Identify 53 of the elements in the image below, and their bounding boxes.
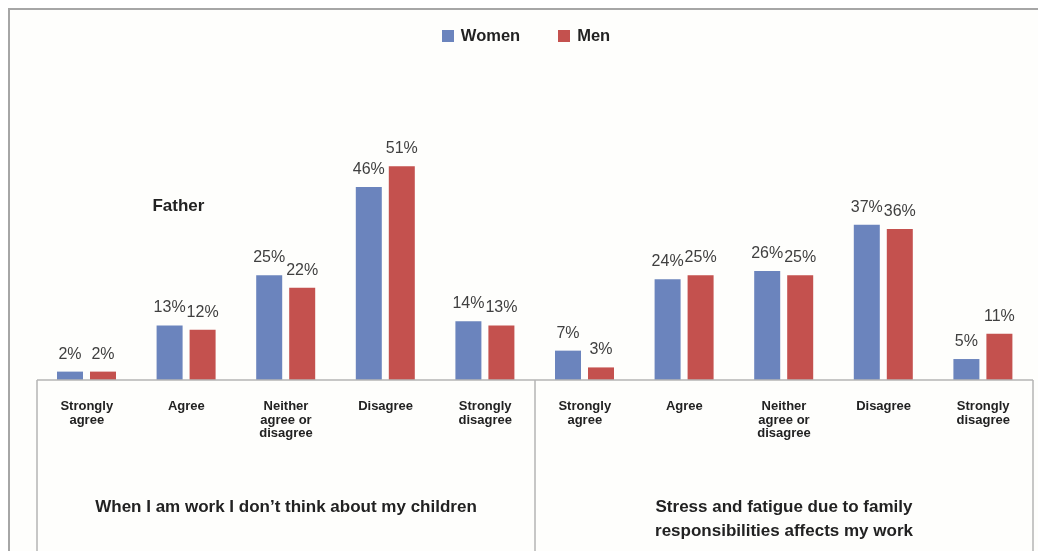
bar — [787, 275, 814, 380]
bar — [156, 325, 183, 380]
bar — [488, 325, 515, 380]
bar — [555, 350, 581, 380]
bar — [953, 359, 980, 380]
data-label: 2% — [58, 344, 82, 362]
legend-label: Women — [460, 26, 521, 45]
x-tick-label: Strongly disagree — [956, 398, 1011, 427]
data-label: 14% — [452, 294, 485, 312]
x-tick-label: Disagree — [856, 398, 912, 413]
x-tick-label: Strongly agree — [558, 398, 612, 427]
x-tick-label: Neither agree or disagree — [259, 398, 313, 440]
bar — [256, 275, 283, 380]
data-label: 25% — [784, 248, 817, 266]
bar — [388, 166, 415, 380]
legend-label: Men — [577, 26, 611, 45]
data-label: 2% — [91, 344, 115, 362]
bar — [886, 229, 913, 380]
data-label: 11% — [983, 306, 1015, 324]
bar — [986, 333, 1013, 380]
data-label: 26% — [751, 243, 784, 261]
data-label: 13% — [485, 298, 518, 316]
data-label: 3% — [589, 340, 613, 358]
bar — [588, 367, 614, 380]
x-tick-label: Agree — [665, 398, 703, 413]
annotation: Father — [152, 196, 205, 215]
data-label: 51% — [385, 139, 418, 157]
data-label: 25% — [684, 248, 717, 266]
bar — [754, 270, 781, 380]
text: When I am work I don’t think about my children — [95, 497, 477, 516]
data-label: 22% — [286, 260, 319, 278]
x-tick-label: Strongly agree — [60, 398, 114, 427]
data-label: 12% — [186, 302, 219, 320]
data-label: 5% — [954, 332, 978, 350]
bar — [654, 279, 681, 380]
data-label: 7% — [556, 323, 580, 341]
data-label: 25% — [253, 248, 286, 266]
data-label: 37% — [850, 197, 883, 215]
bar — [355, 187, 382, 380]
data-label: 24% — [651, 252, 684, 270]
text: Stress and fatigue due to family responsibilities affects my work — [655, 497, 914, 540]
x-tick-label: Disagree — [358, 398, 414, 413]
bar — [853, 224, 880, 380]
x-tick-label: Strongly disagree — [458, 398, 513, 427]
bar — [289, 287, 316, 380]
x-tick-label: Neither agree or disagree — [757, 398, 811, 440]
data-label: 13% — [153, 298, 186, 316]
bar — [189, 329, 216, 380]
bar — [687, 275, 714, 380]
bar — [455, 321, 482, 380]
data-label: 46% — [352, 160, 385, 178]
data-label: 36% — [883, 202, 916, 220]
x-tick-label: Agree — [167, 398, 205, 413]
